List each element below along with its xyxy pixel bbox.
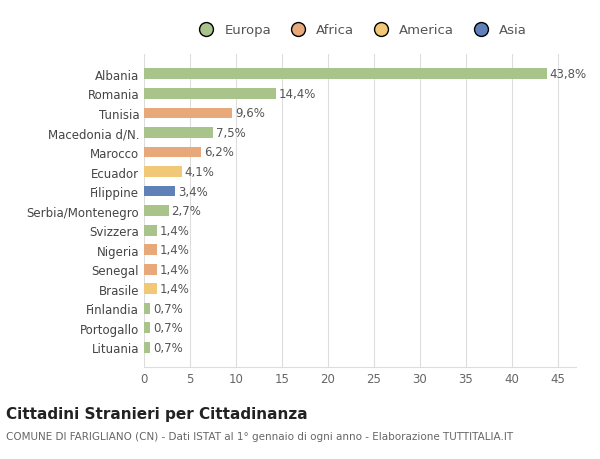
Bar: [144, 69, 547, 80]
Text: 1,4%: 1,4%: [160, 224, 190, 237]
Text: 43,8%: 43,8%: [550, 68, 586, 81]
Text: 7,5%: 7,5%: [215, 127, 245, 140]
Bar: [144, 225, 157, 236]
Text: 1,4%: 1,4%: [160, 244, 190, 257]
Bar: [144, 342, 151, 353]
Bar: [144, 303, 151, 314]
Bar: [144, 323, 151, 334]
Bar: [144, 108, 232, 119]
Text: 4,1%: 4,1%: [184, 166, 214, 179]
Bar: [144, 245, 157, 256]
Text: 6,2%: 6,2%: [204, 146, 233, 159]
Text: 2,7%: 2,7%: [172, 205, 202, 218]
Text: 9,6%: 9,6%: [235, 107, 265, 120]
Bar: [144, 167, 182, 178]
Bar: [144, 147, 201, 158]
Legend: Europa, Africa, America, Asia: Europa, Africa, America, Asia: [193, 24, 527, 37]
Bar: [144, 264, 157, 275]
Text: 1,4%: 1,4%: [160, 263, 190, 276]
Bar: [144, 284, 157, 295]
Bar: [144, 186, 175, 197]
Text: 14,4%: 14,4%: [279, 88, 316, 101]
Text: 0,7%: 0,7%: [153, 341, 183, 354]
Text: 3,4%: 3,4%: [178, 185, 208, 198]
Bar: [144, 128, 213, 139]
Text: 1,4%: 1,4%: [160, 283, 190, 296]
Text: 0,7%: 0,7%: [153, 322, 183, 335]
Text: Cittadini Stranieri per Cittadinanza: Cittadini Stranieri per Cittadinanza: [6, 406, 308, 421]
Bar: [144, 206, 169, 217]
Text: 0,7%: 0,7%: [153, 302, 183, 315]
Bar: [144, 89, 277, 100]
Text: COMUNE DI FARIGLIANO (CN) - Dati ISTAT al 1° gennaio di ogni anno - Elaborazione: COMUNE DI FARIGLIANO (CN) - Dati ISTAT a…: [6, 431, 513, 442]
